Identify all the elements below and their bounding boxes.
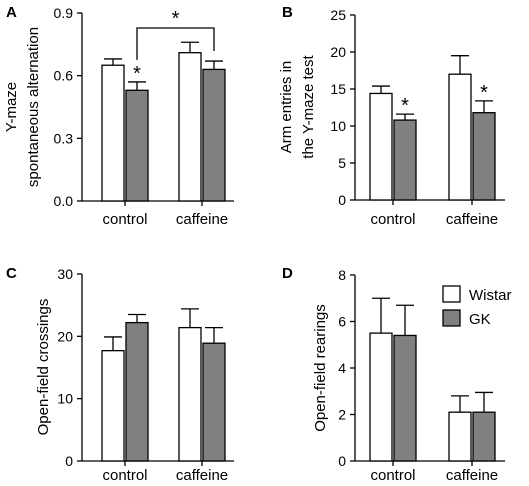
significance-star: * bbox=[172, 8, 180, 30]
x-category-label: caffeine bbox=[176, 467, 228, 484]
legend-label-wistar: Wistar bbox=[469, 287, 512, 304]
y-tick-label: 25 bbox=[330, 7, 346, 23]
bar-gk-caffeine bbox=[202, 68, 226, 202]
panel-letter: C bbox=[6, 265, 17, 282]
bar-wistar-control bbox=[369, 332, 393, 462]
y-tick-label: 20 bbox=[330, 44, 346, 60]
panel-b: B 0 5 10 15 20 25 Arm entries in the Y-maze test… bbox=[278, 4, 505, 228]
y-tick-label: 10 bbox=[57, 391, 73, 407]
x-category-label: caffeine bbox=[446, 211, 498, 228]
y-tick-label: 6 bbox=[338, 314, 346, 330]
y-tick-label: 0.3 bbox=[54, 130, 74, 146]
bar-wistar-caffeine bbox=[448, 73, 472, 201]
y-axis-label: spontaneous alternation bbox=[25, 27, 42, 187]
y-tick-label: 0 bbox=[338, 453, 346, 469]
y-axis-label: Open-field crossings bbox=[35, 299, 52, 436]
y-tick-label: 0.6 bbox=[54, 68, 74, 84]
significance-star: * bbox=[401, 95, 409, 117]
bar-gk-control bbox=[393, 334, 417, 462]
y-axis-label: Open-field rearings bbox=[312, 304, 329, 432]
panels: A 0.0 0.3 0.6 0.9 Y-maze spontaneous alternati… bbox=[3, 4, 505, 484]
y-tick-label: 2 bbox=[338, 407, 346, 423]
legend: Wistar GK bbox=[442, 285, 512, 328]
y-tick-label: 5 bbox=[338, 155, 346, 171]
x-category-label: control bbox=[370, 467, 415, 484]
y-tick-label: 0 bbox=[338, 192, 346, 208]
y-axis-label: Arm entries in bbox=[278, 61, 295, 154]
y-tick-label: 0 bbox=[65, 453, 73, 469]
y-tick-label: 15 bbox=[330, 81, 346, 97]
legend-label-gk: GK bbox=[469, 311, 491, 328]
y-axis-label: the Y-maze test bbox=[300, 54, 317, 158]
bar-wistar-caffeine bbox=[178, 326, 202, 462]
x-category-label: control bbox=[370, 211, 415, 228]
x-category-label: caffeine bbox=[176, 211, 228, 228]
bar-wistar-caffeine bbox=[178, 52, 202, 202]
y-tick-label: 4 bbox=[338, 360, 346, 376]
panel-letter: D bbox=[282, 265, 293, 282]
bar-wistar-control bbox=[101, 350, 125, 462]
significance-star: * bbox=[480, 82, 488, 104]
bar-wistar-control bbox=[101, 64, 125, 202]
y-tick-label: 10 bbox=[330, 118, 346, 134]
y-axis-label: Y-maze bbox=[3, 82, 20, 132]
panel-d: D 0 2 4 6 8 Open-field rearings control caffeine bbox=[282, 265, 505, 484]
x-category-label: control bbox=[102, 467, 147, 484]
panel-letter: B bbox=[282, 4, 293, 21]
significance-bracket bbox=[136, 27, 215, 60]
x-category-label: control bbox=[102, 211, 147, 228]
bar-wistar-caffeine bbox=[448, 411, 472, 462]
bar-gk-caffeine bbox=[472, 112, 496, 201]
bar-gk-control bbox=[125, 321, 149, 462]
y-tick-label: 0.9 bbox=[54, 5, 74, 21]
y-tick-label: 0.0 bbox=[54, 193, 74, 209]
panel-letter: A bbox=[6, 4, 17, 21]
legend-swatch-gk bbox=[442, 309, 461, 327]
bar-gk-control bbox=[125, 89, 149, 202]
panel-a: A 0.0 0.3 0.6 0.9 Y-maze spontaneous alternati… bbox=[3, 4, 234, 228]
bar-gk-caffeine bbox=[202, 342, 226, 462]
bar-gk-caffeine bbox=[472, 411, 496, 462]
legend-swatch-wistar bbox=[442, 285, 461, 303]
significance-star: * bbox=[133, 63, 141, 85]
panel-c: C 0 10 20 30 Open-field crossings control caffe… bbox=[6, 265, 234, 484]
x-category-label: caffeine bbox=[446, 467, 498, 484]
y-tick-label: 30 bbox=[57, 266, 73, 282]
bar-gk-control bbox=[393, 119, 417, 201]
y-tick-label: 20 bbox=[57, 328, 73, 344]
bar-wistar-control bbox=[369, 92, 393, 201]
y-tick-label: 8 bbox=[338, 267, 346, 283]
